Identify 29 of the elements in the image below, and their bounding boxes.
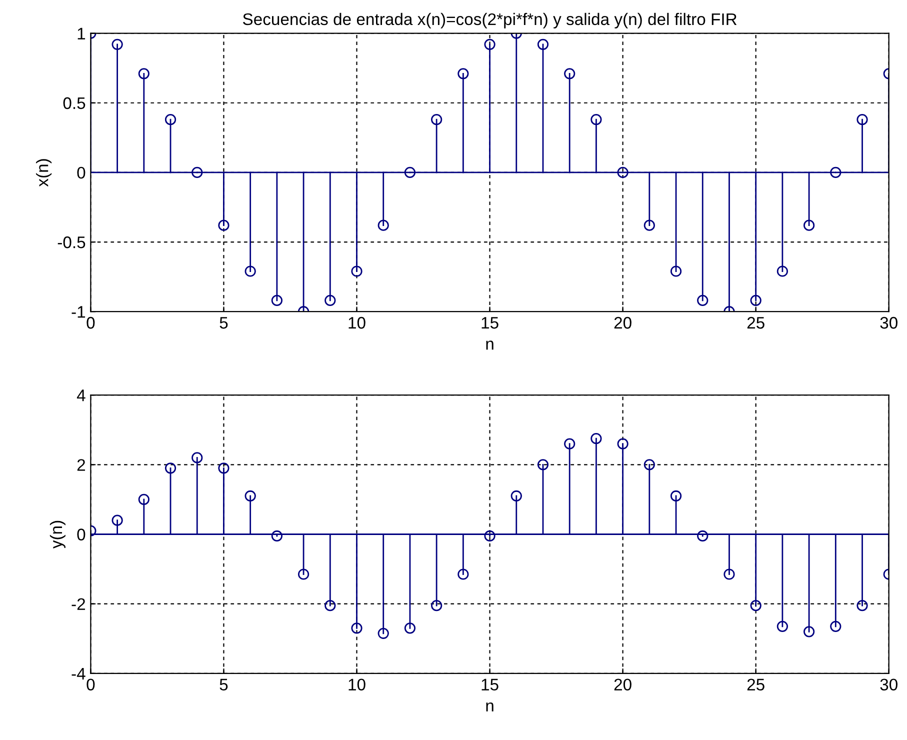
y-tick-label: 0.5 (63, 97, 86, 110)
y-tick-label: 4 (76, 390, 86, 402)
y-tick-label: -4 (72, 668, 86, 680)
y-tick-label: 2 (77, 459, 86, 471)
y-axis-title: y(n) (50, 520, 66, 549)
chart-title: Secuencias de entrada x(n)=cos(2*pi*f*n) y salida y(n) del filtro FIR (242, 12, 737, 28)
x-tick-label: 15 (482, 317, 498, 329)
x-tick-label: 15 (482, 678, 498, 691)
x-tick-label: 0 (86, 678, 95, 691)
y-tick-label: -2 (72, 598, 86, 610)
y-axis-title: x(n) (36, 159, 52, 187)
y-tick-label: 0 (77, 166, 86, 179)
x-axis-title: n (486, 340, 494, 350)
x-tick-label: 10 (348, 316, 366, 329)
x-tick-label: 20 (614, 678, 632, 691)
x-tick-label: 25 (747, 316, 764, 329)
x-tick-label: 10 (348, 678, 366, 691)
y-tick-label: -1 (72, 306, 86, 318)
x-tick-label: 25 (747, 678, 764, 691)
y-tick-label: 0 (77, 528, 86, 540)
x-tick-label: 20 (614, 316, 632, 329)
x-axis-title: n (486, 702, 494, 712)
x-tick-label: 5 (220, 317, 228, 329)
x-tick-label: 0 (86, 316, 95, 329)
x-tick-label: 30 (880, 678, 898, 691)
x-tick-label: 30 (880, 316, 898, 329)
y-tick-label: -0.5 (58, 236, 86, 248)
x-tick-label: 5 (220, 678, 228, 691)
y-tick-label: 1 (78, 28, 86, 40)
